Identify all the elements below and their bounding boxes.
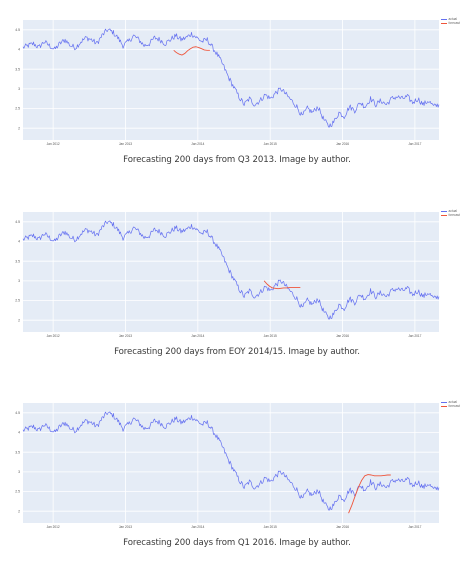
- x-tick-label: Jan 2014: [191, 525, 204, 529]
- x-tick-label: Jan 2015: [264, 525, 277, 529]
- chart-svg: 4.5 4 3.5 3 2.5 2 Jan 2012 Jan 2013 Jan 2014 Jan …: [15, 212, 440, 338]
- y-tick-label: 4.5: [15, 28, 20, 32]
- actual-series-line: [22, 411, 440, 511]
- actual-series-line: [22, 220, 440, 320]
- x-tick-label: Jan 2013: [119, 525, 132, 529]
- legend-item[interactable]: forecast: [441, 404, 460, 408]
- y-tick-label: 2: [18, 318, 20, 322]
- y-tick-label: 2: [18, 126, 20, 130]
- x-tick-label: Jan 2016: [336, 142, 349, 146]
- forecast-series-line: [173, 46, 210, 56]
- figure-caption: Forecasting 200 days from EOY 2014/15. I…: [114, 347, 360, 357]
- forecast-series-line: [348, 474, 391, 514]
- y-tick-label: 4.5: [15, 411, 20, 415]
- legend-label: forecast: [448, 404, 460, 409]
- legend-swatch: [441, 22, 447, 24]
- legend-swatch: [441, 210, 447, 212]
- x-tick-label: Jan 2017: [408, 334, 421, 338]
- y-tick-label: 3.5: [15, 67, 20, 71]
- y-tick-label: 2.5: [15, 299, 20, 303]
- chart-svg: 4.5 4 3.5 3 2.5 2 Jan 2012 Jan 2013 Jan 2014 Jan …: [15, 20, 440, 146]
- y-tick-label: 2: [18, 509, 20, 513]
- legend-swatch: [441, 405, 447, 407]
- x-tick-label: Jan 2016: [336, 334, 349, 338]
- x-tick-label: Jan 2015: [264, 334, 277, 338]
- legend-item[interactable]: actual: [441, 17, 460, 21]
- legend-item[interactable]: actual: [441, 209, 460, 213]
- chart-panel: 4.5 4 3.5 3 2.5 2 Jan 2012 Jan 2013 Jan 2014 Jan …: [0, 0, 474, 175]
- x-tick-label: Jan 2017: [408, 142, 421, 146]
- legend-item[interactable]: actual: [441, 400, 460, 404]
- legend-item[interactable]: forecast: [441, 213, 460, 217]
- x-tick-label: Jan 2013: [119, 334, 132, 338]
- x-tick-label: Jan 2014: [191, 334, 204, 338]
- x-tick-label: Jan 2012: [47, 334, 60, 338]
- chart-panel: 4.5 4 3.5 3 2.5 2 Jan 2012 Jan 2013 Jan 2014 Jan …: [0, 383, 474, 558]
- actual-series-line: [22, 28, 440, 128]
- y-tick-label: 3.5: [15, 450, 20, 454]
- figure-caption: Forecasting 200 days from Q1 2016. Image…: [123, 538, 351, 548]
- x-tick-label: Jan 2016: [336, 525, 349, 529]
- x-tick-label: Jan 2013: [119, 142, 132, 146]
- legend: actual forecast: [441, 17, 460, 25]
- figure-caption: Forecasting 200 days from Q3 2013. Image…: [123, 155, 351, 165]
- y-tick-label: 3.5: [15, 259, 20, 263]
- chart-panel: 4.5 4 3.5 3 2.5 2 Jan 2012 Jan 2013 Jan 2014 Jan …: [0, 192, 474, 367]
- legend-label: actual: [448, 400, 458, 404]
- legend: actual forecast: [441, 400, 460, 408]
- legend-item[interactable]: forecast: [441, 21, 460, 25]
- y-tick-label: 3: [18, 470, 20, 474]
- y-tick-label: 4.5: [15, 220, 20, 224]
- y-tick-label: 3: [18, 279, 20, 283]
- chart-svg: 4.5 4 3.5 3 2.5 2 Jan 2012 Jan 2013 Jan 2014 Jan …: [15, 403, 440, 529]
- legend-label: forecast: [448, 213, 460, 218]
- y-tick-label: 4: [18, 240, 20, 244]
- y-tick-label: 4: [18, 48, 20, 52]
- legend-label: forecast: [448, 21, 460, 26]
- legend-swatch: [441, 214, 447, 216]
- y-tick-label: 3: [18, 87, 20, 91]
- x-tick-label: Jan 2012: [47, 525, 60, 529]
- x-tick-label: Jan 2012: [47, 142, 60, 146]
- x-tick-label: Jan 2014: [191, 142, 204, 146]
- x-tick-label: Jan 2017: [408, 525, 421, 529]
- y-tick-label: 2.5: [15, 490, 20, 494]
- legend-swatch: [441, 18, 447, 20]
- x-tick-label: Jan 2015: [264, 142, 277, 146]
- legend-label: actual: [448, 209, 458, 213]
- legend-label: actual: [448, 17, 458, 21]
- legend-swatch: [441, 401, 447, 403]
- legend: actual forecast: [441, 209, 460, 217]
- y-tick-label: 2.5: [15, 107, 20, 111]
- forecast-series-line: [263, 280, 301, 290]
- y-tick-label: 4: [18, 431, 20, 435]
